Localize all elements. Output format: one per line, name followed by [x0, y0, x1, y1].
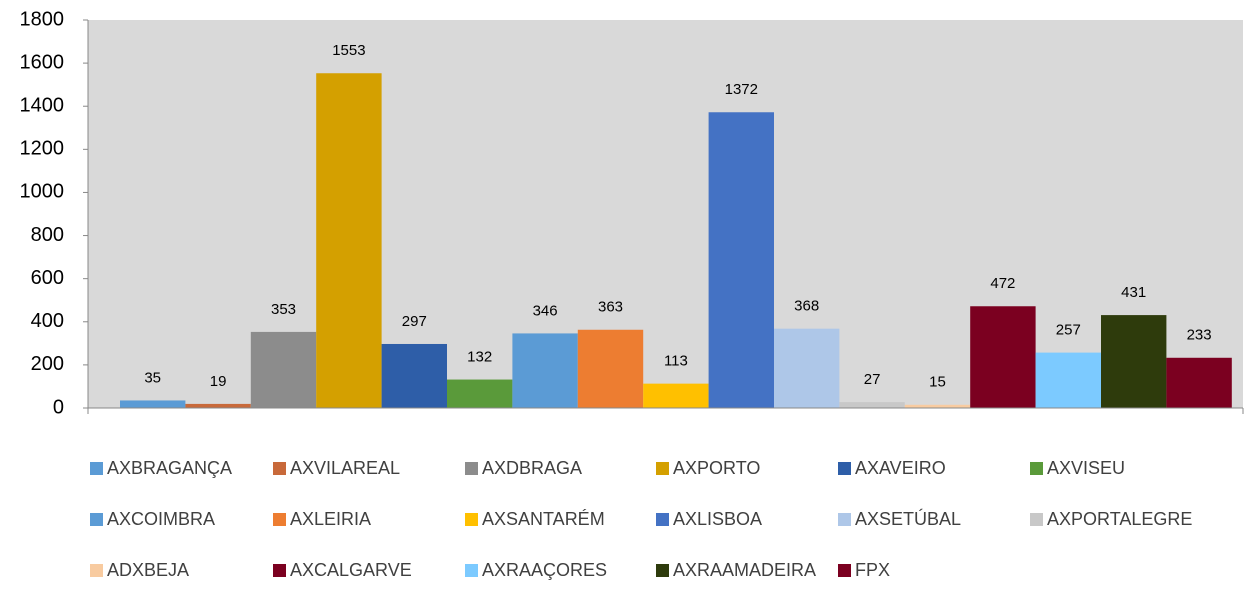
legend-label: AXRAAMADEIRA [673, 560, 816, 580]
value-label: 113 [664, 353, 688, 370]
bar [185, 403, 251, 408]
y-tick-label: 1400 [20, 95, 65, 117]
value-label: 363 [598, 299, 623, 316]
value-label: 233 [1187, 327, 1212, 344]
legend-label: AXSANTARÉM [482, 509, 605, 529]
legend-label: AXDBRAGA [482, 458, 582, 478]
bar [447, 379, 513, 408]
legend-swatch [273, 513, 286, 526]
value-label: 431 [1121, 284, 1146, 301]
bar [1101, 315, 1167, 408]
bar [381, 343, 447, 408]
legend-swatch [465, 462, 478, 475]
legend-swatch [656, 564, 669, 577]
legend-label: FPX [855, 560, 890, 580]
legend-label: AXRAAÇORES [482, 560, 607, 580]
bar [512, 333, 578, 408]
bar [970, 306, 1036, 408]
bar [120, 400, 186, 408]
bar [577, 329, 644, 408]
y-tick-label: 400 [31, 310, 64, 332]
value-label: 353 [271, 301, 296, 318]
y-tick-label: 800 [31, 224, 64, 246]
value-label: 257 [1056, 322, 1081, 339]
legend-swatch [90, 513, 103, 526]
legend-swatch [465, 513, 478, 526]
y-tick-label: 1600 [20, 51, 65, 73]
value-label: 346 [533, 302, 558, 319]
legend-swatch [838, 564, 851, 577]
y-tick-label: 1200 [20, 138, 65, 160]
value-label: 19 [210, 373, 227, 390]
legend-swatch [1030, 513, 1043, 526]
bar [316, 73, 382, 409]
bar [643, 383, 709, 408]
value-label: 472 [990, 275, 1015, 292]
legend-swatch [838, 513, 851, 526]
legend-label: AXLEIRIA [290, 509, 371, 529]
y-tick-label: 1800 [20, 8, 65, 30]
value-label: 27 [864, 371, 881, 388]
legend-swatch [90, 462, 103, 475]
bar [839, 402, 905, 408]
value-label: 132 [467, 349, 492, 366]
legend-swatch [273, 462, 286, 475]
value-label: 297 [402, 313, 427, 330]
value-label: 15 [929, 374, 946, 391]
legend-label: AXPORTO [673, 458, 760, 478]
legend-label: AXLISBOA [673, 509, 762, 529]
legend-label: AXCOIMBRA [107, 509, 215, 529]
legend-label: AXVISEU [1047, 458, 1125, 478]
bar [774, 328, 840, 408]
bar [250, 331, 317, 408]
bar [904, 404, 971, 408]
legend-swatch [656, 513, 669, 526]
legend-label: AXCALGARVE [290, 560, 412, 580]
value-label: 1553 [332, 42, 365, 59]
y-tick-label: 200 [31, 353, 64, 375]
legend-swatch [656, 462, 669, 475]
y-tick-label: 1000 [20, 181, 65, 203]
legend-swatch [1030, 462, 1043, 475]
value-label: 368 [794, 298, 819, 315]
legend-swatch [838, 462, 851, 475]
value-label: 1372 [725, 81, 758, 98]
legend-label: AXBRAGANÇA [107, 458, 232, 478]
value-label: 35 [144, 369, 161, 386]
bar [1166, 357, 1232, 408]
y-tick-label: 0 [53, 396, 64, 418]
y-tick-label: 600 [31, 267, 64, 289]
legend-label: AXSETÚBAL [855, 508, 961, 529]
bar [1035, 352, 1101, 408]
legend-swatch [465, 564, 478, 577]
legend-label: AXVILAREAL [290, 458, 400, 478]
legend-label: AXPORTALEGRE [1047, 509, 1192, 529]
bar [708, 112, 774, 408]
legend-label: ADXBEJA [107, 560, 189, 580]
legend-swatch [273, 564, 286, 577]
legend-label: AXAVEIRO [855, 458, 946, 478]
legend-swatch [90, 564, 103, 577]
